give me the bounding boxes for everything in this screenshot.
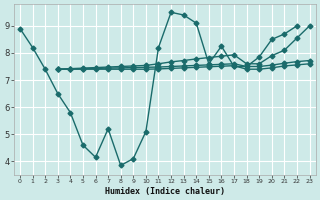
X-axis label: Humidex (Indice chaleur): Humidex (Indice chaleur) [105, 187, 225, 196]
